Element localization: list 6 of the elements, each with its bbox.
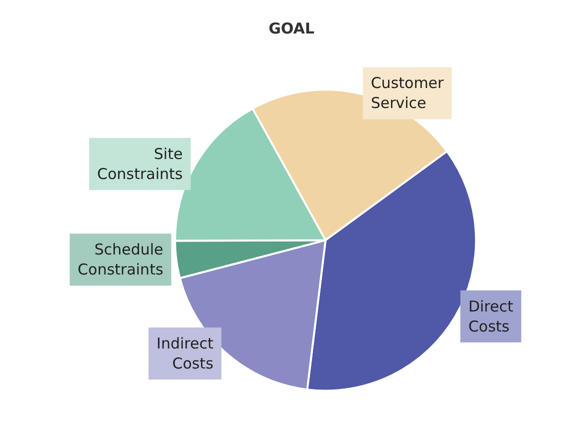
slice-label: Schedule Constraints (78, 240, 164, 279)
slice-label: Direct Costs (468, 297, 514, 336)
chart-title: GOAL (268, 20, 315, 38)
slice-label: Site Constraints (97, 145, 183, 184)
slice-label: Customer Service (370, 74, 445, 112)
slice-label: Indirect Costs (156, 334, 214, 372)
